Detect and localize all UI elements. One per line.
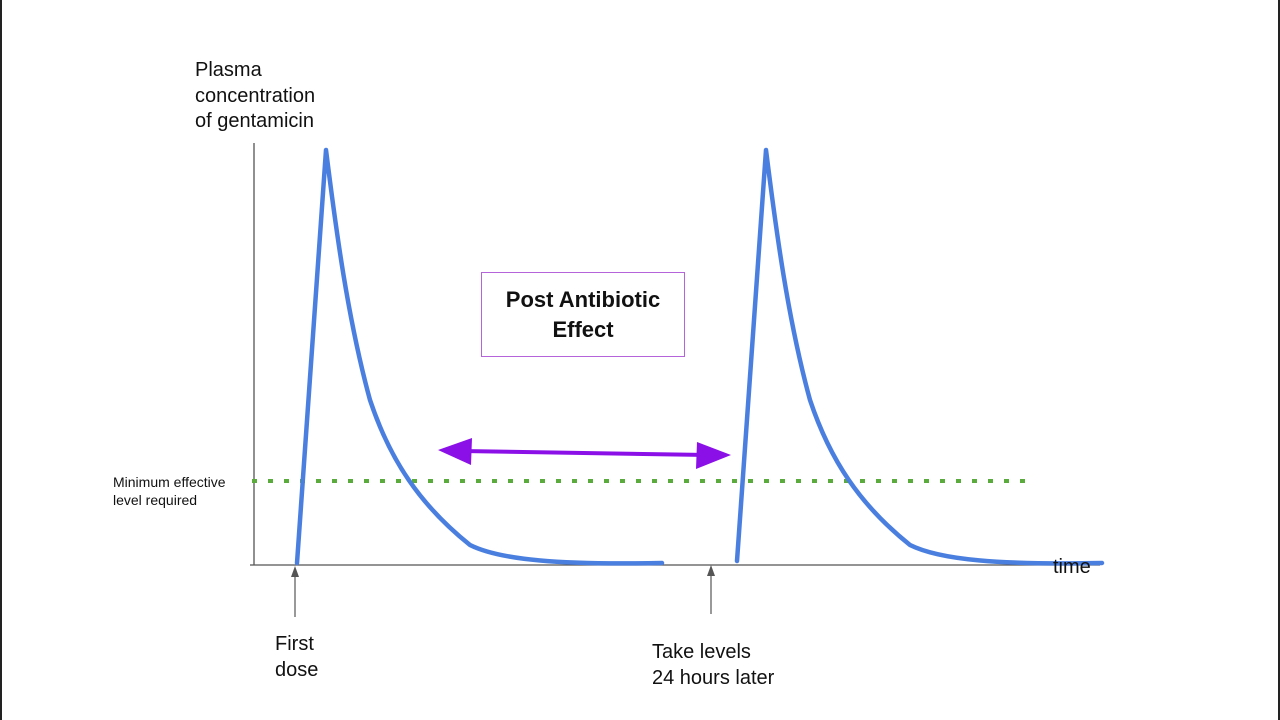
take-levels-label: Take levels 24 hours later <box>652 641 775 689</box>
y-axis-label: Plasma concentration of gentamicin <box>195 59 316 132</box>
post-antibiotic-effect-arrow <box>438 438 731 469</box>
left-border <box>0 0 2 720</box>
post-antibiotic-effect-box: Post Antibiotic Effect <box>481 272 685 357</box>
second-dose-curve <box>734 147 1105 566</box>
right-border <box>1278 0 1280 720</box>
post-antibiotic-effect-label: Post Antibiotic Effect <box>505 286 661 342</box>
first-dose-marker <box>291 566 299 617</box>
minimum-effective-level-label: Minimum effective level required <box>113 474 226 508</box>
first-dose-label: First dose <box>275 633 319 681</box>
x-axis-label: time <box>1053 556 1091 578</box>
take-levels-marker <box>707 565 715 614</box>
first-dose-curve <box>294 147 665 566</box>
